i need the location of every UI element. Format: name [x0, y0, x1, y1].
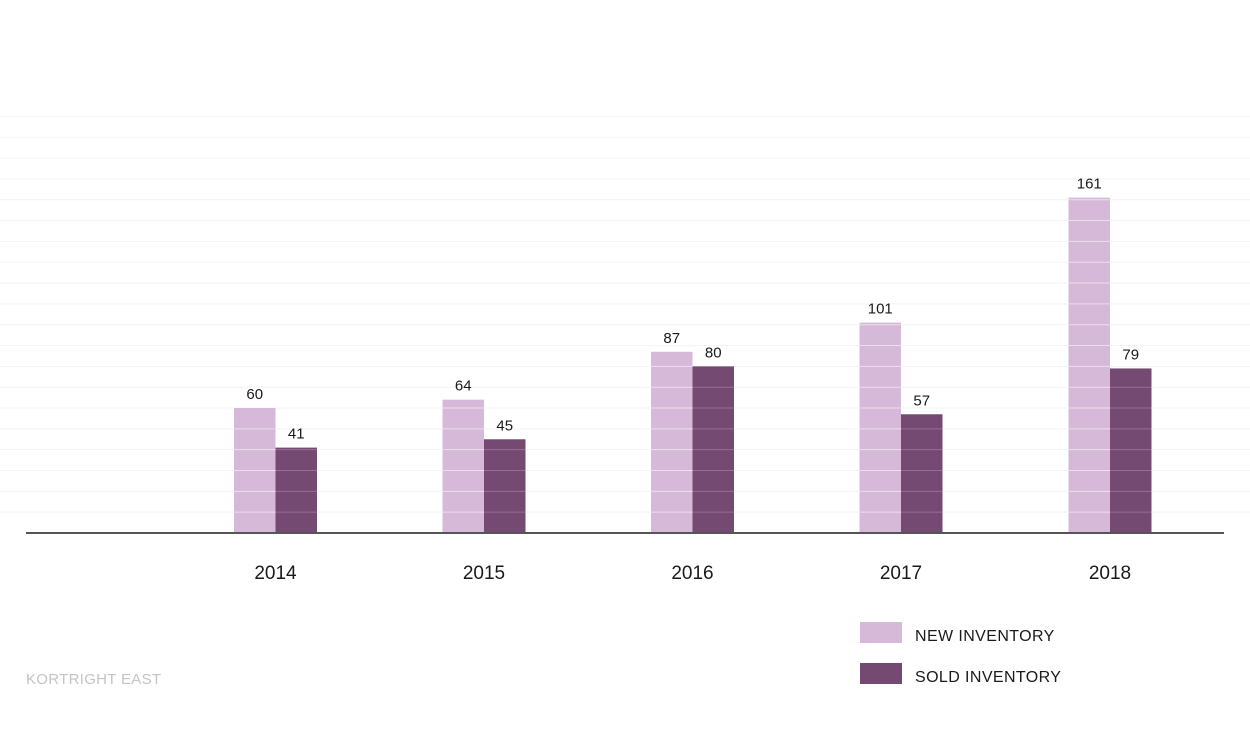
bar-sold-2014: [275, 447, 317, 533]
data-label-sold-2015: 45: [496, 417, 513, 434]
x-tick-label-group: 2014 2015 2016 2017 2018: [254, 563, 1131, 584]
data-label-sold-2014: 41: [288, 426, 305, 443]
data-label-new-2017: 101: [868, 301, 893, 318]
bar-new-2018: [1068, 197, 1110, 533]
bar-group: [234, 197, 1152, 533]
bar-new-2017: [859, 322, 901, 533]
grid-lines: [0, 115, 1250, 513]
bar-sold-2018: [1110, 368, 1152, 533]
x-tick-label-2017: 2017: [880, 563, 922, 584]
bar-sold-2015: [484, 439, 526, 533]
bar-sold-2017: [901, 414, 943, 533]
legend-swatch-new: [860, 622, 902, 643]
data-label-sold-2017: 57: [913, 392, 930, 409]
x-tick-label-2015: 2015: [463, 563, 505, 584]
legend: NEW INVENTORY SOLD INVENTORY: [860, 622, 1061, 686]
data-label-sold-2018: 79: [1122, 346, 1139, 363]
bar-sold-2016: [692, 366, 734, 533]
data-label-group: 60 41 64 45 87 80 101 57 161 79: [246, 176, 1139, 443]
x-tick-label-2018: 2018: [1089, 563, 1131, 584]
data-label-sold-2016: 80: [705, 344, 722, 361]
legend-swatch-sold: [860, 663, 902, 684]
data-label-new-2016: 87: [663, 330, 680, 347]
legend-label-sold: SOLD INVENTORY: [915, 669, 1061, 686]
bar-new-2016: [651, 351, 693, 533]
x-tick-label-2016: 2016: [671, 563, 713, 584]
x-tick-label-2014: 2014: [254, 563, 297, 584]
data-label-new-2015: 64: [455, 378, 472, 395]
bar-new-2015: [442, 399, 484, 533]
legend-label-new: NEW INVENTORY: [915, 628, 1055, 645]
data-label-new-2018: 161: [1077, 176, 1102, 193]
footer-label: KORTRIGHT EAST: [26, 671, 161, 688]
data-label-new-2014: 60: [246, 386, 263, 403]
